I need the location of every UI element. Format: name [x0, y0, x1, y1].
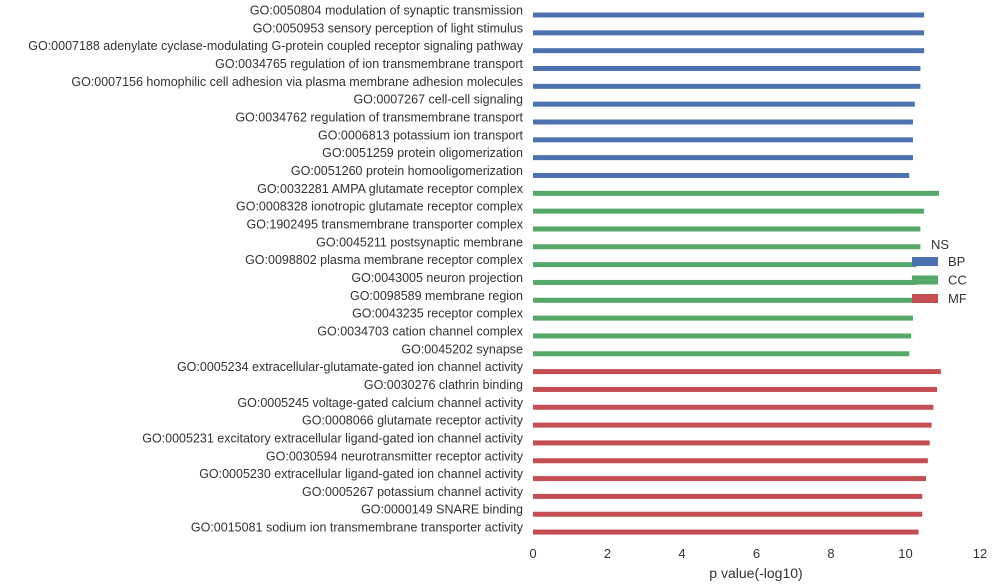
- bar-bp: [533, 30, 925, 36]
- bar-mf: [533, 404, 934, 410]
- bars-layer: [533, 12, 941, 535]
- x-tick-label: 8: [827, 546, 834, 561]
- bar-mf: [533, 440, 930, 446]
- x-tick-label: 4: [678, 546, 685, 561]
- x-tick-label: 12: [973, 546, 987, 561]
- x-tick-label: 6: [753, 546, 760, 561]
- category-label: GO:0043005 neuron projection: [351, 271, 523, 285]
- bar-mf: [533, 511, 923, 517]
- category-label: GO:0008066 glutamate receptor activity: [302, 414, 524, 428]
- category-label: GO:0015081 sodium ion transmembrane tran…: [191, 521, 524, 535]
- bar-bp: [533, 155, 913, 161]
- category-label: GO:0006813 potassium ion transport: [318, 128, 524, 142]
- category-labels: GO:0050804 modulation of synaptic transm…: [28, 4, 523, 535]
- category-label: GO:0008328 ionotropic glutamate receptor…: [236, 200, 524, 214]
- bar-bp: [533, 48, 925, 54]
- bar-mf: [533, 386, 938, 392]
- bar-cc: [533, 333, 912, 339]
- category-label: GO:0098589 membrane region: [350, 289, 523, 303]
- bar-mf: [533, 369, 941, 375]
- bar-cc: [533, 315, 913, 321]
- bar-bp: [533, 137, 913, 143]
- bar-mf: [533, 476, 926, 482]
- category-label: GO:0045211 postsynaptic membrane: [316, 235, 523, 249]
- bar-cc: [533, 226, 921, 232]
- bar-cc: [533, 279, 917, 285]
- category-label: GO:0005234 extracellular-glutamate-gated…: [177, 360, 524, 374]
- legend-title: NS: [931, 237, 949, 252]
- category-label: GO:0045202 synapse: [401, 342, 523, 356]
- x-axis-label: p value(-log10): [709, 565, 802, 581]
- category-label: GO:0007267 cell-cell signaling: [353, 93, 523, 107]
- legend-label-bp: BP: [948, 254, 965, 269]
- category-label: GO:0050804 modulation of synaptic transm…: [250, 4, 523, 18]
- category-label: GO:0034762 regulation of transmembrane t…: [235, 110, 523, 124]
- legend: NS BP CC MF: [912, 237, 967, 306]
- legend-swatch-bp: [912, 257, 938, 266]
- category-label: GO:0030594 neurotransmitter receptor act…: [266, 449, 524, 463]
- x-tick-label: 2: [604, 546, 611, 561]
- category-label: GO:0030276 clathrin binding: [364, 378, 523, 392]
- bar-bp: [533, 12, 925, 18]
- bar-mf: [533, 458, 928, 464]
- bar-bp: [533, 101, 915, 107]
- category-label: GO:0043235 receptor complex: [352, 307, 524, 321]
- category-label: GO:0032281 AMPA glutamate receptor compl…: [257, 182, 524, 196]
- category-label: GO:0050953 sensory perception of light s…: [253, 21, 523, 35]
- bar-mf: [533, 493, 923, 499]
- category-label: GO:0000149 SNARE binding: [361, 503, 523, 517]
- bar-bp: [533, 83, 921, 89]
- category-label: GO:0098802 plasma membrane receptor comp…: [245, 253, 524, 267]
- bar-mf: [533, 529, 919, 535]
- bar-bp: [533, 119, 913, 125]
- category-label: GO:0051260 protein homooligomerization: [291, 164, 523, 178]
- bar-cc: [533, 262, 917, 268]
- category-label: GO:0005245 voltage-gated calcium channel…: [237, 396, 523, 410]
- bar-bp: [533, 65, 921, 71]
- bar-cc: [533, 244, 921, 250]
- bar-cc: [533, 208, 925, 214]
- category-label: GO:0007188 adenylate cyclase-modulating …: [28, 39, 523, 53]
- category-label: GO:0005267 potassium channel activity: [302, 485, 524, 499]
- category-label: GO:0034765 regulation of ion transmembra…: [215, 57, 523, 71]
- legend-label-cc: CC: [948, 273, 967, 288]
- legend-swatch-mf: [912, 294, 938, 303]
- x-tick-label: 10: [898, 546, 912, 561]
- category-label: GO:1902495 transmembrane transporter com…: [246, 217, 523, 231]
- bar-cc: [533, 351, 910, 357]
- x-tick-label: 0: [529, 546, 536, 561]
- bar-cc: [533, 190, 940, 196]
- bar-mf: [533, 422, 932, 428]
- category-label: GO:0051259 protein oligomerization: [322, 146, 523, 160]
- bar-bp: [533, 172, 910, 178]
- category-label: GO:0005231 excitatory extracellular liga…: [142, 431, 524, 445]
- category-label: GO:0007156 homophilic cell adhesion via …: [71, 75, 523, 89]
- category-label: GO:0034703 cation channel complex: [317, 324, 523, 338]
- legend-swatch-cc: [912, 275, 938, 285]
- x-axis-ticks: 0 2 4 6 8 10 12: [529, 546, 987, 561]
- legend-label-mf: MF: [948, 291, 967, 306]
- bar-cc: [533, 297, 917, 303]
- category-label: GO:0005230 extracellular ligand-gated io…: [199, 467, 524, 481]
